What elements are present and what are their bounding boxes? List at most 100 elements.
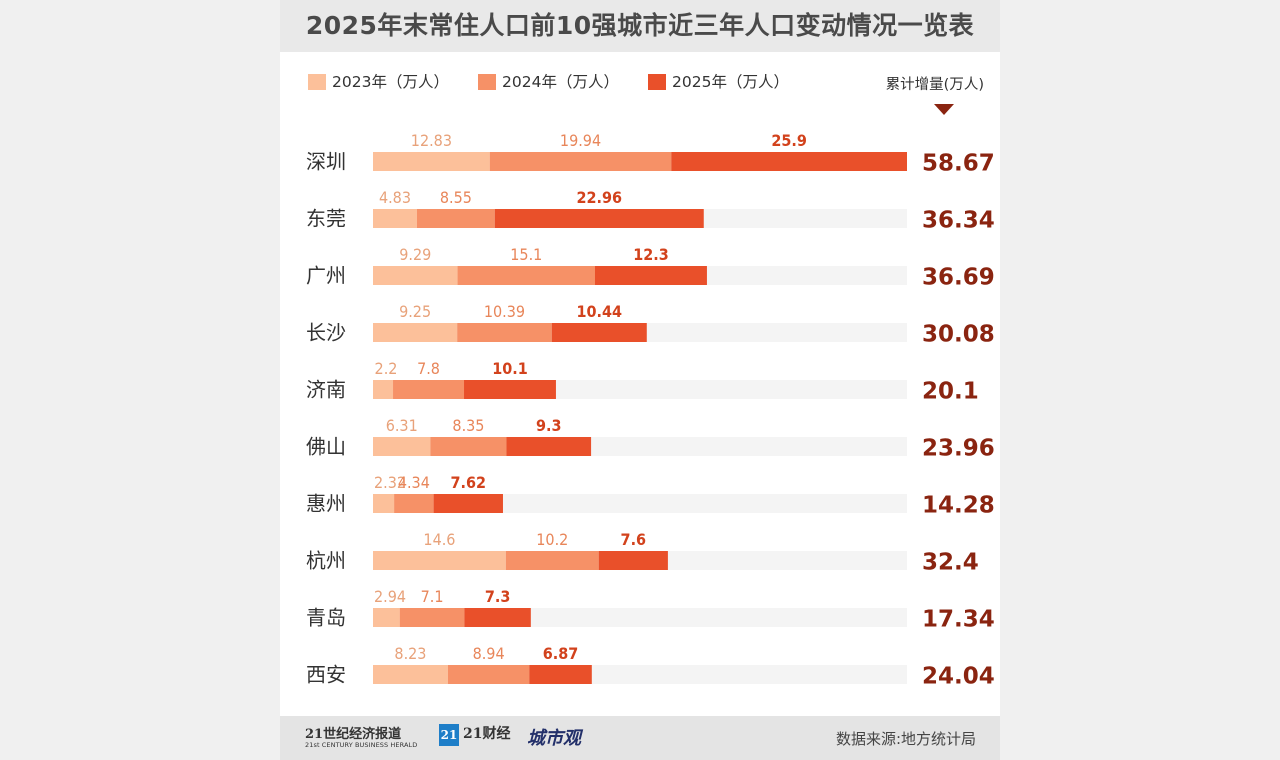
value-label: 7.8 — [417, 359, 440, 378]
value-label: 7.62 — [451, 473, 487, 492]
value-label: 9.25 — [399, 302, 431, 321]
value-label: 14.6 — [423, 530, 455, 549]
value-label: 12.3 — [633, 245, 669, 264]
bar-segment — [373, 266, 458, 285]
caijing-logo-text: 21财经 — [463, 726, 511, 742]
bar-segment — [399, 608, 465, 627]
value-label: 2.2 — [375, 359, 398, 378]
bar-segment — [494, 209, 704, 228]
legend-label-2024: 2024年（万人） — [502, 73, 619, 91]
value-label: 7.3 — [485, 587, 511, 606]
bar-segment — [489, 152, 672, 171]
bar-segment — [373, 323, 458, 342]
city-label: 杭州 — [306, 549, 346, 573]
logo-21-badge: 21 — [439, 724, 459, 746]
city-label: 西安 — [306, 663, 346, 687]
bar-segment — [373, 152, 490, 171]
value-label: 8.94 — [473, 644, 505, 663]
value-label: 8.35 — [452, 416, 484, 435]
value-label: 25.9 — [771, 131, 807, 150]
value-label: 2.94 — [374, 587, 406, 606]
bar-segment — [505, 551, 599, 570]
bar-segment — [457, 266, 595, 285]
total-value: 23.96 — [922, 436, 995, 462]
bar-segment — [373, 437, 431, 456]
city-label: 深圳 — [306, 150, 346, 174]
footer-band — [280, 716, 1000, 760]
bar-segment — [394, 494, 434, 513]
total-value: 30.08 — [922, 322, 995, 348]
value-label: 15.1 — [510, 245, 542, 264]
bar-segment — [464, 608, 531, 627]
city-label: 惠州 — [306, 492, 346, 516]
city-label: 青岛 — [306, 606, 346, 630]
value-label: 10.2 — [536, 530, 568, 549]
bar-segment — [447, 665, 530, 684]
chart-title: 2025年末常住人口前10强城市近三年人口变动情况一览表 — [305, 11, 975, 40]
value-label: 12.83 — [411, 131, 452, 150]
title-band — [280, 0, 1000, 52]
value-label: 10.44 — [577, 302, 623, 321]
total-value: 20.1 — [922, 379, 979, 405]
bar-track — [373, 494, 907, 513]
value-label: 8.55 — [440, 188, 472, 207]
city-label: 济南 — [306, 378, 346, 402]
bar-segment — [373, 551, 506, 570]
bar-segment — [373, 665, 448, 684]
bar-segment — [433, 494, 503, 513]
city-label: 东莞 — [306, 207, 346, 231]
bar-segment — [464, 380, 556, 399]
value-label: 22.96 — [577, 188, 623, 207]
bar-segment — [671, 152, 907, 171]
bar-segment — [529, 665, 592, 684]
value-label: 6.87 — [543, 644, 579, 663]
bar-segment — [457, 323, 552, 342]
legend-swatch-2024 — [478, 74, 496, 90]
bar-segment — [416, 209, 495, 228]
stacked-bar-chart: 深圳 12.83 19.94 25.9 58.67 东莞 4.83 8.55 22.96 36.3… — [306, 131, 995, 690]
herald-logo-text: 21世纪经济报道 — [305, 727, 402, 742]
total-value: 17.34 — [922, 607, 995, 633]
total-increase-header: 累计增量(万人) — [885, 77, 984, 93]
value-label: 9.29 — [399, 245, 431, 264]
legend-label-2025: 2025年（万人） — [672, 73, 789, 91]
value-label: 4.83 — [379, 188, 411, 207]
total-value: 58.67 — [922, 151, 995, 177]
value-label: 2.32 — [374, 473, 406, 492]
value-label: 10.1 — [492, 359, 528, 378]
value-label: 7.1 — [421, 587, 444, 606]
total-value: 32.4 — [922, 550, 979, 576]
bar-segment — [373, 209, 417, 228]
city-label: 佛山 — [306, 435, 346, 459]
city-label: 长沙 — [306, 321, 346, 345]
total-value: 14.28 — [922, 493, 995, 519]
bar-segment — [594, 266, 707, 285]
chengshiguan-logo-text: 城市观 — [527, 728, 581, 749]
value-label: 7.6 — [621, 530, 647, 549]
bar-segment — [598, 551, 668, 570]
data-source-note: 数据来源:地方统计局 — [835, 730, 976, 748]
bar-segment — [373, 608, 400, 627]
infographic-card: 2025年末常住人口前10强城市近三年人口变动情况一览表 2023年（万人） 2… — [280, 0, 1000, 760]
legend-swatch-2023 — [308, 74, 326, 90]
value-label: 6.31 — [386, 416, 418, 435]
value-label: 9.3 — [536, 416, 562, 435]
value-label: 8.23 — [394, 644, 426, 663]
legend-label-2023: 2023年（万人） — [332, 73, 449, 91]
value-label: 4.34 — [398, 473, 430, 492]
down-arrow-icon — [934, 104, 954, 115]
bar-segment — [551, 323, 647, 342]
total-value: 36.69 — [922, 265, 995, 291]
bar-segment — [373, 494, 395, 513]
total-value: 24.04 — [922, 664, 995, 690]
bar-segment — [393, 380, 465, 399]
herald-logo-subtext: 21st CENTURY BUSINESS HERALD — [305, 741, 418, 749]
value-label: 19.94 — [560, 131, 601, 150]
bar-segment — [430, 437, 507, 456]
city-label: 广州 — [306, 264, 346, 288]
bar-segment — [373, 380, 394, 399]
total-value: 36.34 — [922, 208, 995, 234]
bar-segment — [506, 437, 592, 456]
value-label: 10.39 — [484, 302, 525, 321]
legend-swatch-2025 — [648, 74, 666, 90]
